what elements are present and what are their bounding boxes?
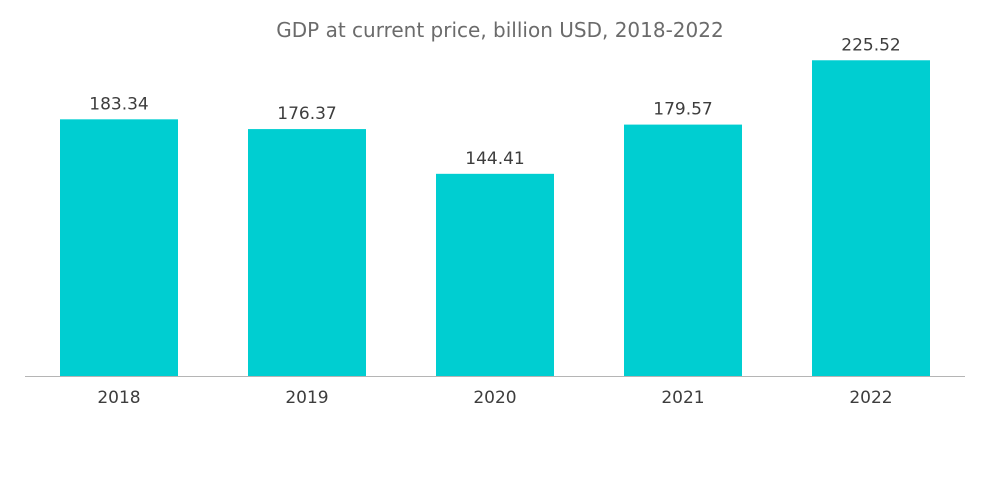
bar-2021 [624,124,742,377]
x-tick-label-2018: 2018 [97,388,140,408]
x-tick-label-2021: 2021 [661,388,704,408]
x-tick-label-2022: 2022 [849,388,892,408]
value-label-2020: 144.41 [465,149,524,169]
x-tick-labels-layer: 2018 2019 2020 2021 2022 [97,388,892,408]
value-labels-layer: 183.34 176.37 144.41 179.57 225.52 [89,35,900,169]
bars-layer [60,60,930,377]
bar-2022 [812,60,930,376]
bar-2018 [60,119,178,376]
x-tick-label-2019: 2019 [285,388,328,408]
x-tick-label-2020: 2020 [473,388,516,408]
bar-2019 [248,129,366,376]
value-label-2022: 225.52 [841,35,900,55]
value-label-2019: 176.37 [277,104,336,124]
chart-title: GDP at current price, billion USD, 2018-… [276,18,724,42]
value-label-2018: 183.34 [89,94,148,114]
value-label-2021: 179.57 [653,100,712,120]
bar-2020 [436,173,554,376]
